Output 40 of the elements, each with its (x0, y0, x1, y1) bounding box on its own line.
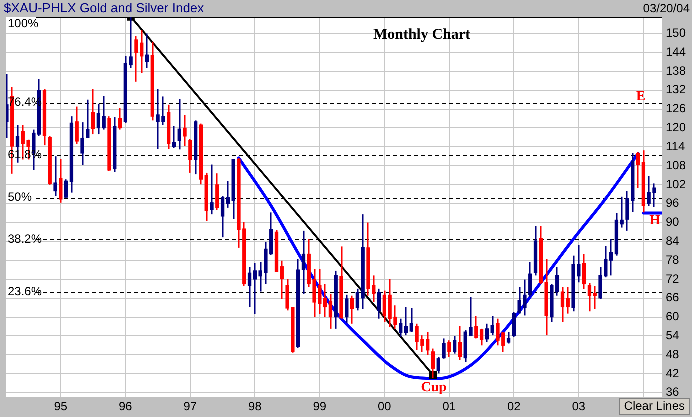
annotation: 50% (8, 190, 32, 204)
y-tick-label: 60 (666, 310, 680, 324)
x-tick-label: 98 (248, 400, 262, 414)
y-tick-label: 78 (666, 252, 680, 267)
annotation: 100% (8, 16, 40, 30)
x-tick-label: 95 (54, 400, 68, 414)
y-tick-label: 138 (666, 64, 686, 78)
x-tick-label: 03 (572, 400, 586, 414)
text: Monthly Chart (373, 26, 471, 43)
y-tick-label: 120 (666, 120, 686, 135)
x-tick-label: 99 (313, 400, 327, 414)
y-tick-label: 144 (666, 44, 686, 59)
y-tick-label: 42 (666, 366, 680, 380)
x-tick-label: 96 (118, 400, 133, 414)
annotation: 23.6% (8, 284, 42, 299)
x-tick-label: 97 (184, 400, 198, 414)
y-tick-label: 96 (666, 196, 680, 210)
x-tick-label: 00 (378, 400, 392, 414)
annotation: E (636, 90, 646, 105)
y-tick-label: 150 (666, 26, 686, 40)
clear-lines-button[interactable]: Clear Lines (619, 398, 690, 415)
y-tick-label: 84 (666, 234, 680, 248)
y-tick-label: 114 (666, 139, 686, 154)
y-tick-label: 48 (666, 347, 680, 362)
x-tick-label: 01 (442, 400, 456, 414)
y-tick-label: 36 (666, 385, 680, 400)
y-tick-label: 72 (666, 272, 680, 286)
y-tick-label: 102 (666, 177, 686, 192)
y-tick-label: 132 (666, 82, 686, 97)
y-tick-label: 90 (666, 215, 680, 230)
text: 03/20/04 (643, 1, 690, 16)
y-tick-label: 108 (666, 158, 686, 172)
annotation: 38.2% (8, 232, 42, 246)
chart-title: $XAU-PHLX Gold and Silver Index (4, 0, 205, 16)
annotation: Cup (421, 380, 448, 396)
y-tick-label: 54 (666, 328, 680, 342)
y-tick-label: 66 (666, 290, 680, 305)
y-tick-label: 126 (666, 102, 686, 116)
x-tick-label: 02 (508, 400, 522, 414)
annotation: H (650, 214, 661, 229)
